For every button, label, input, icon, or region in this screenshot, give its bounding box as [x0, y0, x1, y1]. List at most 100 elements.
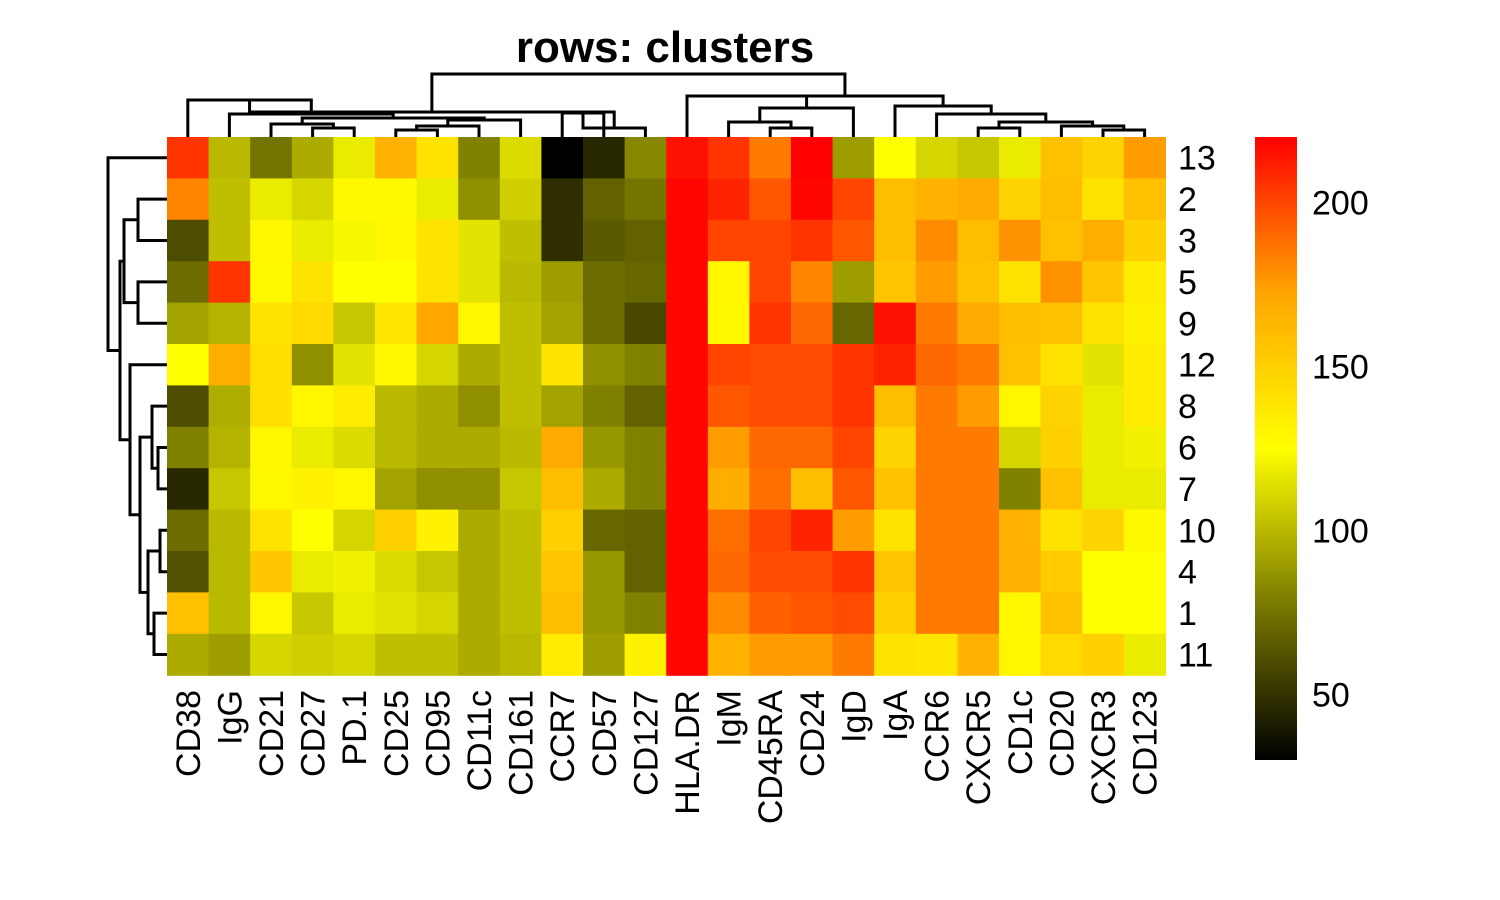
heatmap-cell — [624, 426, 667, 469]
heatmap-cell — [541, 633, 584, 676]
legend-tick-label: 150 — [1312, 349, 1369, 387]
heatmap-cell — [749, 592, 792, 635]
heatmap-cell — [333, 219, 376, 262]
column-label: CD95 — [419, 690, 457, 777]
heatmap-cell — [333, 633, 376, 676]
heatmap-cell — [583, 385, 626, 428]
heatmap-cell — [957, 509, 1000, 552]
heatmap-cell — [1040, 551, 1083, 593]
heatmap-cell — [416, 468, 459, 511]
heatmap-cell — [832, 302, 875, 345]
heatmap-cell — [375, 344, 418, 386]
heatmap-cell — [874, 426, 917, 469]
heatmap-cell — [250, 344, 293, 386]
heatmap-cell — [749, 137, 792, 179]
heatmap-cell — [167, 137, 210, 179]
color-legend-ticks: 50 100 150 200 — [1312, 185, 1369, 715]
row-label: 11 — [1178, 637, 1213, 675]
heatmap-cell — [1040, 509, 1083, 552]
heatmap-cell — [333, 302, 376, 345]
heatmap-cell — [1123, 385, 1166, 428]
heatmap-cell — [208, 509, 251, 552]
heatmap-cell — [707, 344, 750, 386]
dendrogram-link — [976, 126, 1022, 137]
dendrogram-link — [138, 435, 152, 594]
heatmap-cell — [499, 633, 542, 676]
heatmap-cell — [915, 509, 958, 552]
dendrogram-link — [935, 112, 1048, 137]
heatmap-cell — [458, 551, 501, 593]
heatmap-cell — [957, 302, 1000, 345]
heatmap-cell — [915, 137, 958, 179]
legend-tick-label: 50 — [1312, 676, 1350, 714]
heatmap-cell — [666, 468, 709, 511]
heatmap-cell — [499, 468, 542, 511]
heatmap-cell — [999, 426, 1042, 469]
heatmap-cell — [208, 261, 251, 304]
chart-title: rows: clusters — [516, 23, 814, 72]
heatmap-cell — [375, 219, 418, 262]
column-label: CD27 — [295, 690, 333, 777]
heatmap-cell — [915, 633, 958, 676]
dendrogram-link — [430, 72, 847, 112]
heatmap-cell — [707, 633, 750, 676]
heatmap-cell — [250, 468, 293, 511]
heatmap-cell — [208, 302, 251, 345]
heatmap-cell — [541, 468, 584, 511]
heatmap-cell — [375, 592, 418, 635]
heatmap-cell — [749, 261, 792, 304]
heatmap-cell — [915, 551, 958, 593]
heatmap-cell — [791, 137, 834, 179]
heatmap-cell — [208, 592, 251, 635]
heatmap-cell — [791, 633, 834, 676]
heatmap-cell — [832, 178, 875, 221]
heatmap-cell — [666, 302, 709, 345]
heatmap-cell — [499, 426, 542, 469]
heatmap-cell — [874, 468, 917, 511]
heatmap-cell — [999, 509, 1042, 552]
heatmap-cell — [707, 509, 750, 552]
heatmap-cell — [291, 426, 334, 469]
heatmap-cell — [499, 592, 542, 635]
heatmap-cell — [999, 261, 1042, 304]
heatmap-cell — [624, 219, 667, 262]
heatmap-cell — [957, 137, 1000, 179]
heatmap-cell — [375, 551, 418, 593]
heatmap-cell — [541, 137, 584, 179]
heatmap-cell — [208, 137, 251, 179]
heatmap-cell — [874, 178, 917, 221]
heatmap-cell — [874, 385, 917, 428]
heatmap-cell — [666, 426, 709, 469]
column-label: HLA.DR — [669, 690, 707, 815]
heatmap-cell — [999, 137, 1042, 179]
heatmap-cell — [499, 178, 542, 221]
heatmap-cell — [1040, 137, 1083, 179]
heatmap-cell — [832, 137, 875, 179]
heatmap-cell — [832, 344, 875, 386]
row-dendrogram — [106, 156, 167, 656]
heatmap-cell — [749, 219, 792, 262]
heatmap-cell — [416, 385, 459, 428]
heatmap-cell — [1040, 426, 1083, 469]
heatmap-cell — [624, 551, 667, 593]
heatmap-cell — [1123, 219, 1166, 262]
heatmap-cell — [624, 468, 667, 511]
heatmap-cell — [707, 302, 750, 345]
heatmap-cell — [749, 551, 792, 593]
row-label: 1 — [1178, 595, 1197, 633]
heatmap-cell — [291, 551, 334, 593]
heatmap-cell — [832, 468, 875, 511]
heatmap-cell — [666, 385, 709, 428]
heatmap-cell — [541, 219, 584, 262]
column-label: CD57 — [586, 690, 624, 777]
row-label: 3 — [1178, 223, 1197, 261]
heatmap-cell — [333, 468, 376, 511]
column-label: CXCR3 — [1085, 690, 1123, 805]
heatmap-cell — [832, 426, 875, 469]
heatmap-cell — [250, 426, 293, 469]
heatmap-cell — [416, 302, 459, 345]
heatmap-cell — [458, 633, 501, 676]
heatmap-cell — [250, 261, 293, 304]
heatmap-cell — [375, 302, 418, 345]
heatmap-cell — [999, 633, 1042, 676]
